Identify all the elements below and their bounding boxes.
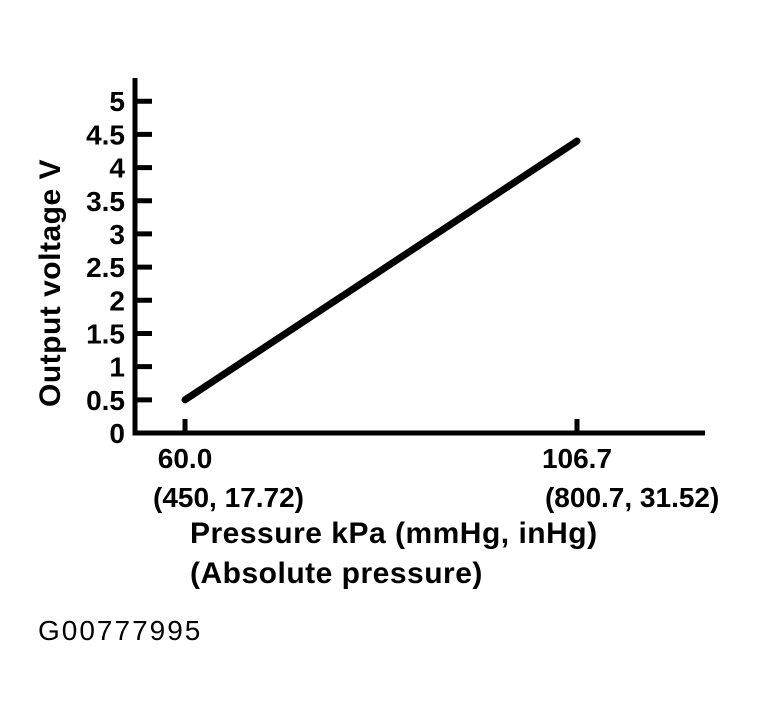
y-tick-label: 2.5 [86,252,125,283]
x-axis-ticks: 60.0 (450, 17.72) 106.7 (800.7, 31.52) [153,419,719,513]
sensor-output-line [181,137,581,404]
y-tick-label: 1 [109,352,125,383]
y-tick-label: 5 [109,86,125,117]
y-axis-ticks: 00.511.522.533.544.55 [86,86,152,449]
x-tick-sublabel: (800.7, 31.52) [545,482,719,513]
x-axis-title-line2: (Absolute pressure) [190,557,483,590]
y-tick-label: 3 [109,219,125,250]
y-tick-label: 2 [109,285,125,316]
y-tick-label: 1.5 [86,318,125,349]
y-axis-title: Output voltage V [34,159,67,407]
y-tick-label: 0 [109,418,125,449]
x-tick-sublabel: (450, 17.72) [153,482,304,513]
figure-id-caption: G00777995 [38,615,202,646]
y-tick-label: 4.5 [86,119,125,150]
x-tick-label: 106.7 [542,443,612,474]
data-series [181,137,581,404]
y-tick-label: 0.5 [86,385,125,416]
y-tick-label: 4 [109,153,125,184]
x-tick-label: 60.0 [158,443,213,474]
x-axis-title-line1: Pressure kPa (mmHg, inHg) [190,517,598,550]
y-tick-label: 3.5 [86,186,125,217]
